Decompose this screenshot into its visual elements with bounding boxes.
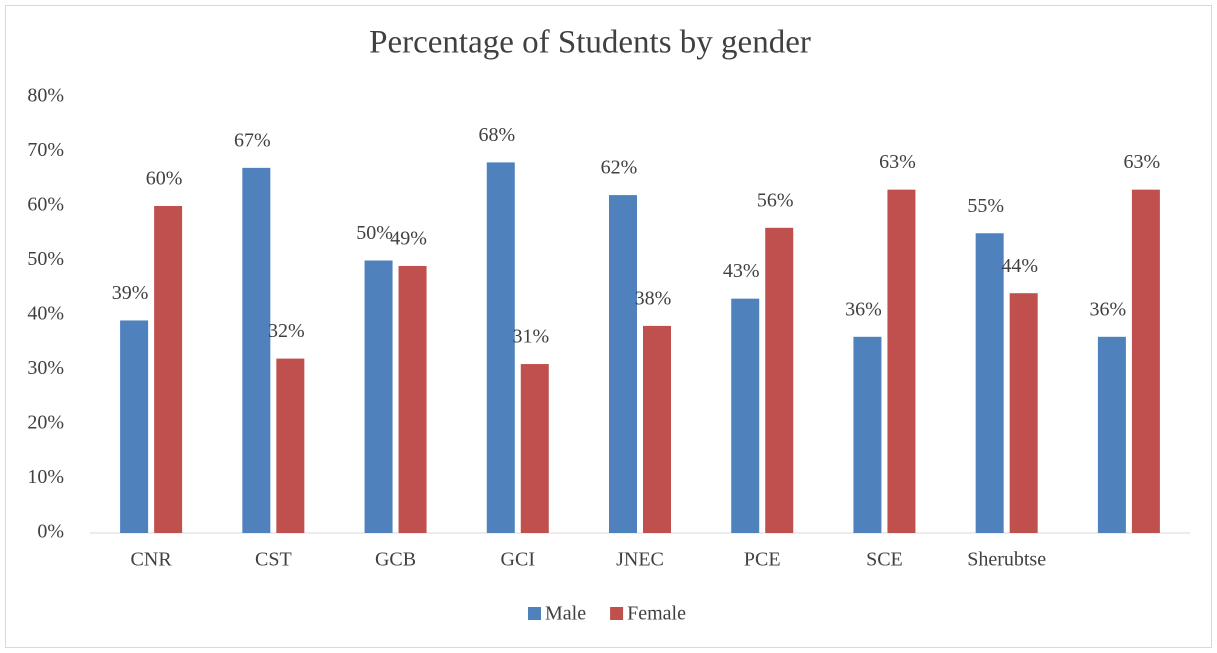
bar <box>975 233 1004 533</box>
x-tick-label: GCB <box>375 549 416 571</box>
y-tick-label: 20% <box>27 412 64 434</box>
value-label: 49% <box>390 228 427 250</box>
x-tick-label: Sherubtse <box>967 549 1046 571</box>
legend-swatch <box>528 607 541 620</box>
x-tick-label: CNR <box>131 549 173 571</box>
bar <box>643 325 671 533</box>
value-label: 68% <box>478 124 515 146</box>
legend-swatch <box>610 607 624 620</box>
chart-title: Percentage of Students by gender <box>369 25 811 61</box>
y-tick-label: 80% <box>27 85 64 107</box>
y-tick-label: 40% <box>27 303 64 325</box>
y-tick-label: 30% <box>27 357 64 379</box>
bar <box>276 358 305 533</box>
bar <box>853 336 882 533</box>
value-label: 60% <box>146 168 183 190</box>
x-tick-label: SCE <box>866 549 903 571</box>
legend-label: Male <box>545 603 586 625</box>
bar <box>1131 189 1160 533</box>
value-label: 63% <box>1124 151 1161 173</box>
y-tick-label: 0% <box>37 521 64 543</box>
bar <box>731 298 760 533</box>
value-label: 56% <box>757 189 794 211</box>
y-tick-label: 70% <box>27 139 64 161</box>
bar <box>364 260 393 533</box>
value-label: 38% <box>635 287 672 309</box>
value-label: 43% <box>723 260 760 282</box>
x-tick-label: GCI <box>501 549 535 571</box>
bar <box>154 206 183 533</box>
bar <box>609 195 637 533</box>
value-label: 32% <box>268 320 305 342</box>
value-label: 39% <box>112 282 149 304</box>
value-label: 36% <box>845 298 882 320</box>
value-label: 44% <box>1001 255 1038 277</box>
value-label: 50% <box>356 222 393 244</box>
bar <box>1009 293 1038 533</box>
bar <box>765 227 794 534</box>
bar <box>520 364 549 533</box>
bar <box>120 320 149 533</box>
bar <box>887 189 916 533</box>
bar <box>486 162 515 533</box>
x-tick-label: CST <box>255 549 292 571</box>
value-label: 63% <box>879 151 916 173</box>
bar <box>398 265 427 533</box>
bar <box>1097 336 1126 533</box>
x-tick-label: JNEC <box>616 549 664 571</box>
value-label: 67% <box>234 129 271 151</box>
legend-label: Female <box>627 603 686 625</box>
y-tick-label: 50% <box>27 248 64 270</box>
y-tick-label: 60% <box>27 194 64 216</box>
value-label: 62% <box>601 157 638 179</box>
value-label: 31% <box>512 326 549 348</box>
bar <box>242 167 271 533</box>
y-tick-label: 10% <box>27 466 64 488</box>
value-label: 55% <box>967 195 1004 217</box>
value-label: 36% <box>1090 298 1127 320</box>
x-tick-label: PCE <box>744 549 781 571</box>
